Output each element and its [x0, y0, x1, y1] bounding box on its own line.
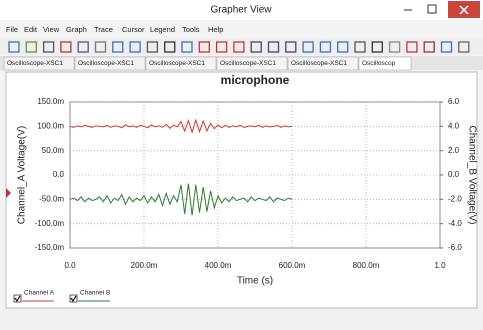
x-tick-label: 400.0m — [205, 261, 232, 270]
x-tick-label: 0.0 — [64, 261, 76, 270]
y-tick-label: 50.0m — [42, 146, 65, 155]
x-tick-label: 1.0 — [434, 261, 446, 270]
x-axis-label: Time (s) — [237, 276, 273, 287]
y-tick-label: 100.0m — [37, 121, 64, 130]
menu-item[interactable]: Trace — [94, 25, 113, 34]
menu-item[interactable]: View — [43, 25, 60, 34]
legend-label: Channel B — [80, 290, 110, 297]
y2-tick-label: -4.0 — [448, 219, 462, 228]
y2-tick-label: -6.0 — [448, 243, 462, 252]
graph-panel — [6, 72, 477, 308]
page: Grapher View File Edit View Graph Trace Curso… — [0, 0, 483, 330]
y2-axis-label: Channel_B Voltage(V) — [466, 126, 477, 225]
window-title: Grapher View — [211, 5, 273, 16]
y2-tick-label: 0.0 — [448, 170, 460, 179]
menu-item[interactable]: Help — [208, 25, 223, 34]
y-tick-label: -100.0m — [35, 219, 65, 228]
tab-label: Oscilloscop — [362, 60, 396, 67]
window: Grapher View File Edit View Graph Trace Curso… — [0, 0, 483, 330]
y-axis-label: Channel_A Voltage(V) — [17, 126, 28, 224]
menu-item[interactable]: Graph — [66, 25, 87, 34]
tab-label: Oscilloscope-XSC1 — [7, 60, 63, 67]
y-tick-label: 0.0 — [53, 170, 65, 179]
y-tick-label: -50.0m — [39, 194, 64, 203]
menu-item[interactable]: Cursor — [122, 25, 145, 34]
menu-item[interactable]: File — [6, 25, 18, 34]
tab-label: Oscilloscope-XSC1 — [78, 60, 134, 67]
menu-item[interactable]: Legend — [150, 25, 175, 34]
menu-item[interactable]: Edit — [24, 25, 38, 34]
tab-label: Oscilloscope-XSC1 — [220, 60, 276, 67]
tab-label: Oscilloscope-XSC1 — [149, 60, 205, 67]
tab-label: Oscilloscope-XSC1 — [291, 60, 347, 67]
y-tick-label: -150.0m — [35, 243, 65, 252]
x-tick-label: 800.0m — [353, 261, 380, 270]
y2-tick-label: -2.0 — [448, 194, 462, 203]
y2-tick-label: 2.0 — [448, 146, 460, 155]
x-tick-label: 200.0m — [131, 261, 158, 270]
y-tick-label: 150.0m — [37, 97, 64, 106]
y2-tick-label: 4.0 — [448, 121, 460, 130]
x-tick-label: 600.0m — [279, 261, 306, 270]
legend-label: Channel A — [24, 290, 55, 297]
y2-tick-label: 6.0 — [448, 97, 460, 106]
chart-title: microphone — [221, 73, 290, 87]
menu-item[interactable]: Tools — [182, 25, 200, 34]
status-bar — [0, 309, 483, 330]
